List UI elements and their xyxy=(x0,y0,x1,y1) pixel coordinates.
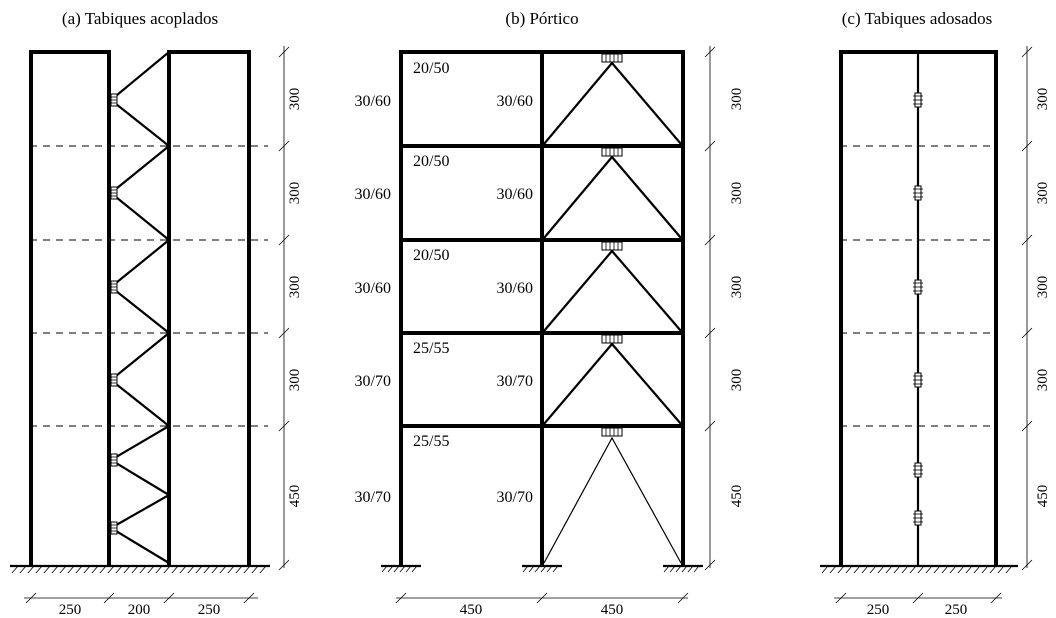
damper-icon-group xyxy=(110,93,118,535)
column-label: 30/70 xyxy=(355,373,391,390)
damper-icon xyxy=(601,241,623,251)
damper-icon xyxy=(913,185,923,201)
caption-a: (a) Tabiques acoplados xyxy=(62,9,218,28)
height-dimension-b: 300 300 300 300 450 xyxy=(704,46,745,571)
height-label: 300 xyxy=(1035,182,1051,205)
coupling-truss xyxy=(108,51,172,564)
damper-icon-group xyxy=(601,53,623,437)
damper-icon xyxy=(110,453,118,467)
beam-label: 25/55 xyxy=(413,340,449,357)
ground-support-right xyxy=(663,564,703,573)
width-label: 250 xyxy=(198,602,221,618)
damper-icon xyxy=(601,334,623,344)
height-label: 300 xyxy=(287,88,303,111)
column-label: 30/60 xyxy=(355,186,391,203)
right-wall xyxy=(167,50,251,567)
beam-label: 20/50 xyxy=(413,153,449,170)
column-label: 30/70 xyxy=(497,489,533,506)
damper-icon xyxy=(601,427,623,437)
caption-c: (c) Tabiques adosados xyxy=(842,9,993,28)
ground-support-center xyxy=(522,564,562,573)
height-label: 300 xyxy=(1035,88,1051,111)
height-dimension-c: 300 300 300 300 450 xyxy=(1021,46,1051,571)
damper-icon xyxy=(913,462,923,478)
chevron-braces xyxy=(543,61,682,564)
width-dimension-a: 250 200 250 xyxy=(24,592,258,618)
width-label: 450 xyxy=(601,602,624,618)
column-label: 30/70 xyxy=(355,489,391,506)
width-label: 200 xyxy=(128,602,151,618)
damper-icon xyxy=(110,521,118,535)
damper-icon xyxy=(913,372,923,388)
width-label: 250 xyxy=(59,602,82,618)
width-label: 250 xyxy=(867,602,890,618)
beam-label: 25/55 xyxy=(413,433,449,450)
panel-a-coupled-walls: (a) Tabiques acoplados xyxy=(10,9,303,618)
column-label: 30/70 xyxy=(497,373,533,390)
panel-c-adjacent-walls: (c) Tabiques adosados 300 300 300 300 45 xyxy=(820,9,1051,618)
beam-label: 20/50 xyxy=(413,247,449,264)
column-label: 30/60 xyxy=(497,186,533,203)
height-label: 300 xyxy=(729,88,745,111)
damper-icon xyxy=(110,373,118,387)
width-dimension-c: 250 250 xyxy=(834,592,1002,618)
ground-support-left xyxy=(381,564,421,573)
damper-icon xyxy=(601,53,623,63)
height-dimension-a: 300 300 300 300 450 xyxy=(278,46,303,571)
height-label: 300 xyxy=(1035,369,1051,392)
height-label: 300 xyxy=(729,369,745,392)
height-label: 300 xyxy=(729,276,745,299)
height-label: 300 xyxy=(287,276,303,299)
damper-icon xyxy=(110,186,118,200)
damper-icon xyxy=(110,93,118,107)
height-label: 450 xyxy=(287,485,303,508)
damper-icon-group xyxy=(913,92,923,526)
height-label: 300 xyxy=(287,369,303,392)
column-label: 30/60 xyxy=(355,93,391,110)
height-label: 300 xyxy=(729,182,745,205)
width-dimension-b: 450 450 xyxy=(395,592,689,618)
damper-icon xyxy=(913,510,923,526)
left-wall xyxy=(29,50,111,567)
width-label: 450 xyxy=(460,602,483,618)
height-label: 450 xyxy=(1035,485,1051,508)
ground-hatch xyxy=(10,564,270,574)
damper-icon xyxy=(110,280,118,294)
damper-icon xyxy=(601,147,623,157)
column-label: 30/60 xyxy=(497,280,533,297)
height-label: 300 xyxy=(287,182,303,205)
ground-hatch xyxy=(820,564,1018,574)
damper-icon xyxy=(913,279,923,295)
width-label: 250 xyxy=(945,602,968,618)
height-label: 450 xyxy=(729,485,745,508)
caption-b: (b) Pórtico xyxy=(505,9,578,28)
damper-icon xyxy=(913,92,923,108)
height-label: 300 xyxy=(1035,276,1051,299)
panel-b-frame: (b) Pórtico 20/50 20/50 20/50 xyxy=(355,9,745,618)
column-label: 30/60 xyxy=(497,93,533,110)
beam-label: 20/50 xyxy=(413,60,449,77)
column-label: 30/60 xyxy=(355,280,391,297)
